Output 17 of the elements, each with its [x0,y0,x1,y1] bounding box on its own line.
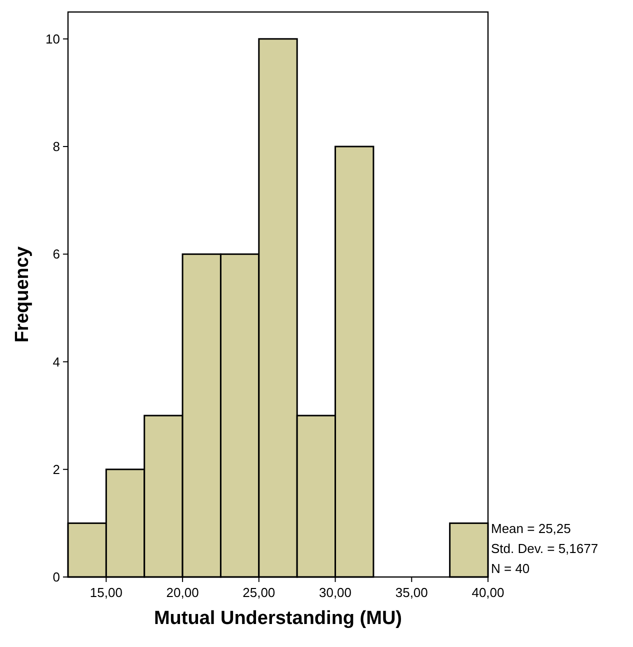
y-axis-title: Frequency [12,246,33,343]
x-tick-label: 30,00 [319,585,352,600]
text: N = 40 [491,561,530,576]
y-tick-label: 0 [52,570,60,585]
x-tick-label: 35,00 [395,585,428,600]
x-tick-label: 15,00 [90,585,122,600]
y-tick-label: 8 [52,139,60,154]
text: Mean = 25,25 [491,521,571,536]
text: Std. Dev. = 5,1677 [491,541,598,556]
x-tick-label: 40,00 [472,585,504,600]
y-tick-label: 2 [52,462,60,477]
x-tick-label: 20,00 [166,585,199,600]
x-tick-label: 25,00 [242,585,276,600]
y-tick-label: 4 [52,354,60,370]
x-axis-title: Mutual Understanding (MU) [154,608,402,629]
y-tick-label: 10 [46,31,60,46]
y-tick-label: 6 [52,246,60,262]
